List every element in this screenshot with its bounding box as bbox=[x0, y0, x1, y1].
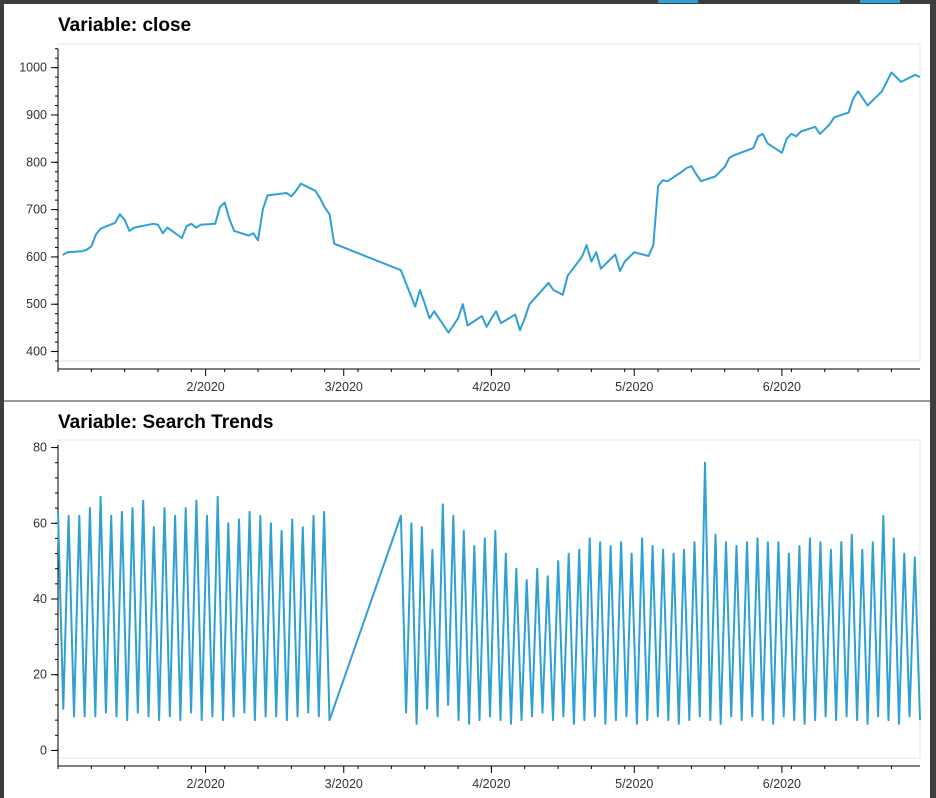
x-tick-label: 2/2020 bbox=[187, 777, 225, 791]
x-tick-label: 3/2020 bbox=[325, 380, 363, 394]
panel-divider bbox=[0, 400, 936, 402]
window-left-border bbox=[0, 0, 4, 798]
y-tick-label: 700 bbox=[26, 203, 47, 217]
y-tick-label: 1000 bbox=[19, 61, 47, 75]
x-tick-label: 3/2020 bbox=[325, 777, 363, 791]
x-tick-label: 5/2020 bbox=[615, 380, 653, 394]
y-tick-label: 900 bbox=[26, 108, 47, 122]
y-tick-label: 800 bbox=[26, 155, 47, 169]
x-tick-label: 2/2020 bbox=[187, 380, 225, 394]
panel-title: Variable: Search Trends bbox=[58, 412, 274, 433]
panel-title: Variable: close bbox=[58, 15, 192, 36]
window-right-border bbox=[930, 0, 936, 798]
y-tick-label: 600 bbox=[26, 250, 47, 264]
y-tick-label: 400 bbox=[26, 345, 47, 359]
x-tick-label: 5/2020 bbox=[615, 777, 653, 791]
search-trends-panel: Variable: Search Trends 0 20 40 60 80 2/2020 3… bbox=[4, 402, 930, 798]
series-line bbox=[62, 71, 921, 334]
y-tick-label: 20 bbox=[33, 668, 47, 682]
tab-indicator bbox=[658, 0, 698, 3]
y-tick-label: 40 bbox=[33, 592, 47, 606]
search-trends-chart: 0 20 40 60 80 2/2020 3/2020 4/2020 5/2020 6/2020 bbox=[33, 439, 921, 791]
series-line bbox=[57, 461, 921, 725]
x-tick-label: 4/2020 bbox=[472, 777, 510, 791]
close-panel: Variable: close 400 500 600 700 800 900 1000 2/… bbox=[4, 4, 930, 400]
y-tick-label: 500 bbox=[26, 297, 47, 311]
x-tick-label: 4/2020 bbox=[472, 380, 510, 394]
window-top-border bbox=[0, 0, 936, 4]
close-chart: 400 500 600 700 800 900 1000 2/2020 3/2020 4/2020… bbox=[19, 43, 921, 394]
tab-indicator bbox=[860, 0, 900, 3]
plot-area bbox=[57, 43, 921, 362]
x-tick-label: 6/2020 bbox=[763, 380, 801, 394]
x-tick-label: 6/2020 bbox=[763, 777, 801, 791]
y-tick-label: 0 bbox=[40, 743, 47, 757]
y-tick-label: 80 bbox=[33, 441, 47, 455]
y-tick-label: 60 bbox=[33, 516, 47, 530]
